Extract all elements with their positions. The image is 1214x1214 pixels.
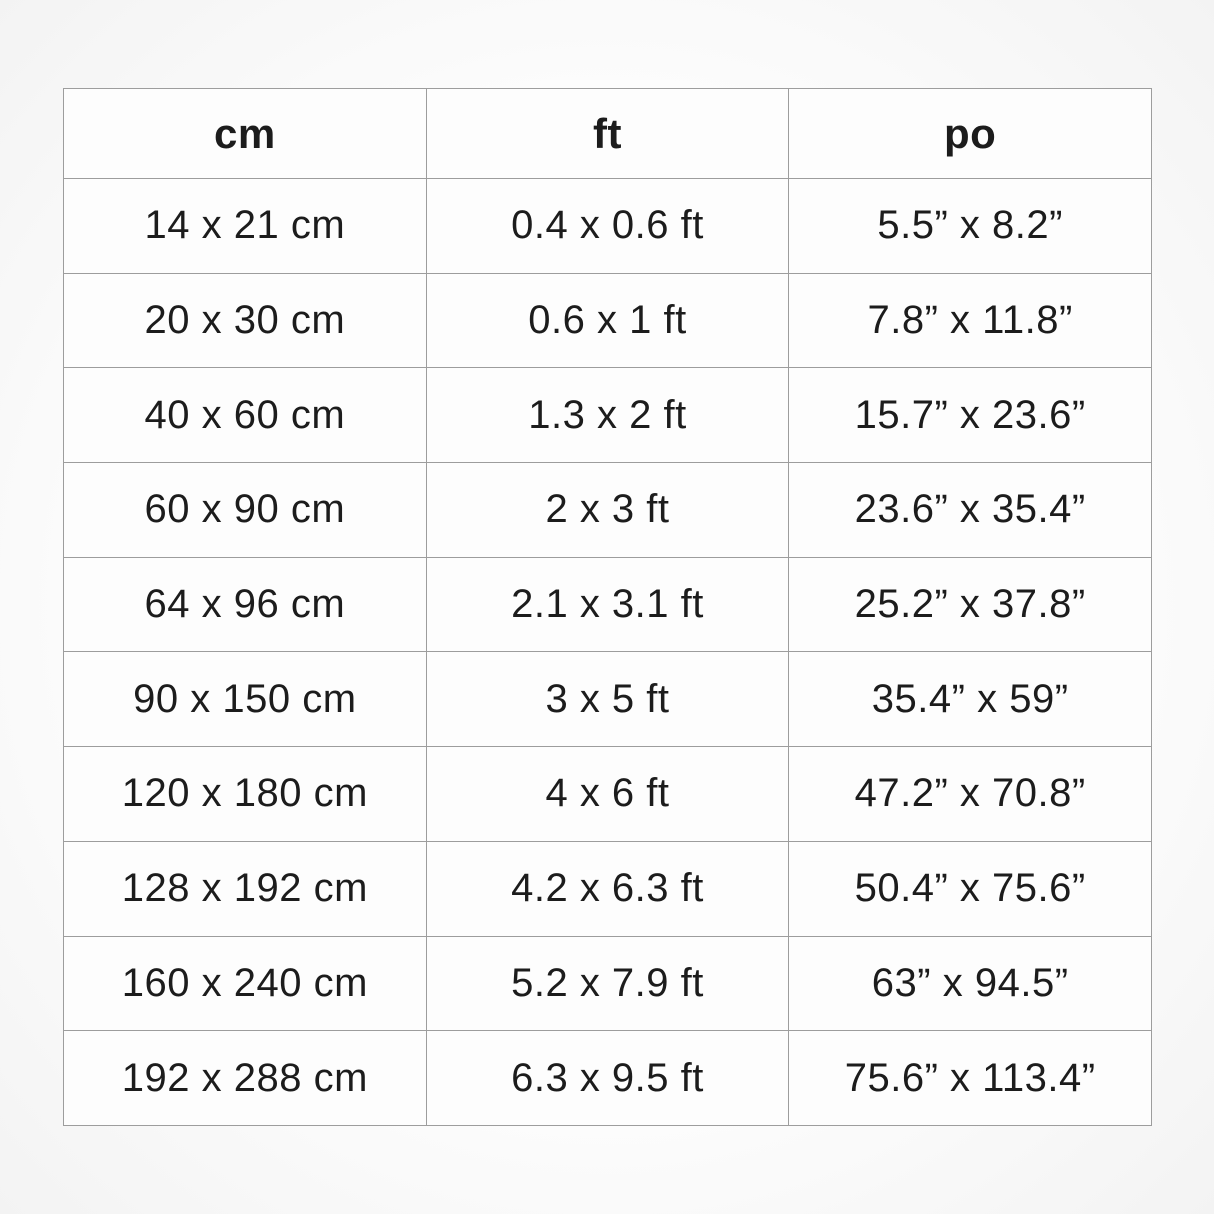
cell-po: 75.6” x 113.4” [788, 1030, 1152, 1126]
table-row: 90 x 150 cm 3 x 5 ft 35.4” x 59” [63, 651, 1152, 748]
table-row: 64 x 96 cm 2.1 x 3.1 ft 25.2” x 37.8” [63, 556, 1152, 653]
cell-po: 23.6” x 35.4” [788, 462, 1152, 558]
table-row: 14 x 21 cm 0.4 x 0.6 ft 5.5” x 8.2” [63, 178, 1152, 274]
cell-cm: 40 x 60 cm [63, 367, 427, 464]
column-header-cm: cm [63, 88, 427, 179]
cell-cm: 120 x 180 cm [63, 746, 427, 842]
column-header-ft: ft [425, 88, 790, 179]
table-row: 20 x 30 cm 0.6 x 1 ft 7.8” x 11.8” [63, 272, 1152, 369]
cell-ft: 3 x 5 ft [425, 651, 790, 748]
cell-ft: 4.2 x 6.3 ft [425, 840, 790, 937]
table-header: cm ft po [63, 88, 1152, 179]
cell-po: 35.4” x 59” [788, 651, 1152, 748]
table-row: 128 x 192 cm 4.2 x 6.3 ft 50.4” x 75.6” [63, 840, 1152, 937]
cell-po: 63” x 94.5” [788, 935, 1152, 1032]
cell-cm: 14 x 21 cm [63, 178, 427, 274]
cell-cm: 160 x 240 cm [63, 935, 427, 1032]
cell-ft: 1.3 x 2 ft [425, 367, 790, 464]
cell-cm: 20 x 30 cm [63, 272, 427, 369]
cell-cm: 60 x 90 cm [63, 462, 427, 558]
cell-cm: 128 x 192 cm [63, 840, 427, 937]
table-row: 160 x 240 cm 5.2 x 7.9 ft 63” x 94.5” [63, 935, 1152, 1032]
table-row: 60 x 90 cm 2 x 3 ft 23.6” x 35.4” [63, 462, 1152, 558]
cell-ft: 6.3 x 9.5 ft [425, 1030, 790, 1126]
cell-cm: 90 x 150 cm [63, 651, 427, 748]
cell-ft: 2 x 3 ft [425, 462, 790, 558]
cell-ft: 0.4 x 0.6 ft [425, 178, 790, 274]
cell-po: 47.2” x 70.8” [788, 746, 1152, 842]
cell-ft: 2.1 x 3.1 ft [425, 556, 790, 653]
cell-po: 7.8” x 11.8” [788, 272, 1152, 369]
table-row: 40 x 60 cm 1.3 x 2 ft 15.7” x 23.6” [63, 367, 1152, 464]
cell-po: 50.4” x 75.6” [788, 840, 1152, 937]
column-header-po: po [788, 88, 1152, 179]
conversion-table: cm ft po 14 x 21 cm 0.4 x 0.6 ft 5.5” x … [63, 88, 1152, 1126]
cell-ft: 5.2 x 7.9 ft [425, 935, 790, 1032]
table-row: 192 x 288 cm 6.3 x 9.5 ft 75.6” x 113.4” [63, 1030, 1152, 1126]
size-conversion-table: cm ft po 14 x 21 cm 0.4 x 0.6 ft 5.5” x … [63, 88, 1152, 1126]
cell-cm: 192 x 288 cm [63, 1030, 427, 1126]
cell-cm: 64 x 96 cm [63, 556, 427, 653]
cell-po: 15.7” x 23.6” [788, 367, 1152, 464]
table-body: 14 x 21 cm 0.4 x 0.6 ft 5.5” x 8.2” 20 x… [63, 178, 1152, 1126]
cell-po: 5.5” x 8.2” [788, 178, 1152, 274]
cell-ft: 4 x 6 ft [425, 746, 790, 842]
header-row: cm ft po [63, 88, 1152, 179]
cell-po: 25.2” x 37.8” [788, 556, 1152, 653]
table-row: 120 x 180 cm 4 x 6 ft 47.2” x 70.8” [63, 746, 1152, 842]
cell-ft: 0.6 x 1 ft [425, 272, 790, 369]
